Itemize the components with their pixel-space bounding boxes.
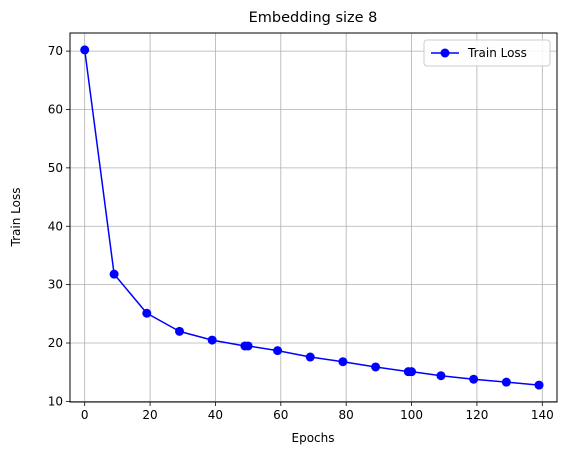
legend-marker-sample [440,48,450,58]
x-tick-label: 20 [142,408,157,422]
data-point [142,308,152,318]
x-tick-label: 100 [400,408,423,422]
data-point [305,352,315,362]
data-point [469,374,479,384]
data-point [243,341,253,351]
axis-ticks: 0 20 40 60 80 100 120 140 10 20 30 40 50 60 70 [48,44,554,422]
x-tick-label: 60 [273,408,288,422]
x-tick-label: 40 [208,408,223,422]
series-layer [80,45,544,390]
legend-label-train-loss: Train Loss [467,46,527,60]
x-tick-label: 80 [339,408,354,422]
chart-title: Embedding size 8 [249,10,378,26]
x-tick-label: 140 [531,408,554,422]
data-point [80,45,90,55]
data-point [109,269,119,279]
data-point [338,357,348,367]
x-tick-label: 120 [465,408,488,422]
data-point [273,346,283,356]
y-axis-title: Train Loss [9,188,23,248]
y-tick-label: 50 [48,161,63,175]
y-tick-label: 40 [48,219,63,233]
x-tick-label: 0 [81,408,89,422]
legend: Train Loss [423,39,551,67]
data-point [407,367,417,377]
y-tick-label: 30 [48,278,63,292]
data-point [207,335,217,345]
y-tick-label: 60 [48,102,63,116]
grid-lines [70,33,557,402]
series-line-train-loss [83,49,540,386]
data-point [371,362,381,372]
x-axis-title: Epochs [292,431,335,445]
data-point [534,380,544,390]
y-tick-label: 10 [48,394,63,408]
y-tick-label: 70 [48,44,63,58]
data-point [501,377,511,387]
data-point [436,371,446,381]
legend-box [423,39,551,67]
plot-frame [69,32,558,403]
y-tick-label: 20 [48,336,63,350]
data-point [174,326,184,336]
